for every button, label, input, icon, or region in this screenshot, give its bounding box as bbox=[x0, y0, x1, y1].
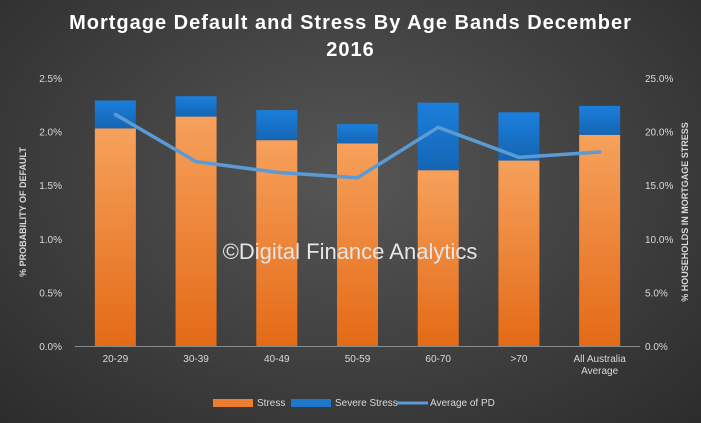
y-left-tick-label: 0.0% bbox=[39, 342, 62, 353]
y-left-axis-title: % PROBABILITY OF DEFAULT bbox=[18, 147, 28, 277]
line-layer bbox=[113, 112, 602, 180]
chart-title: Mortgage Default and Stress By Age Bands… bbox=[0, 10, 701, 64]
pd-point bbox=[113, 112, 117, 117]
legend-label-stress: Stress bbox=[257, 398, 285, 409]
x-tick-label: 60-70 bbox=[425, 354, 451, 365]
legend-swatch-severe-stress bbox=[291, 399, 331, 407]
x-tick-label-line: 40-49 bbox=[264, 354, 290, 365]
y-right-tick-label: 15.0% bbox=[645, 181, 673, 192]
pd-point bbox=[194, 160, 198, 164]
x-tick-label-line: 50-59 bbox=[345, 354, 371, 365]
bar-stress bbox=[175, 116, 217, 346]
pd-point bbox=[598, 150, 602, 154]
y-right-axis-title: % HOUSEHOLDS IN MORTGAGE STRESS bbox=[680, 122, 690, 302]
bars-layer bbox=[94, 96, 621, 346]
pd-point bbox=[275, 170, 279, 174]
x-tick-label: 20-29 bbox=[103, 354, 129, 365]
bar-stress bbox=[94, 128, 136, 346]
y-right-tick-label: 5.0% bbox=[645, 288, 668, 299]
y-left-tick-label: 2.5% bbox=[39, 74, 62, 85]
chart-title-line2: 2016 bbox=[326, 39, 375, 61]
bar-severe-stress bbox=[579, 105, 621, 135]
bar-stress bbox=[417, 170, 459, 346]
x-tick-label: 40-49 bbox=[264, 354, 290, 365]
bar-severe-stress bbox=[256, 110, 298, 141]
bar-severe-stress bbox=[175, 96, 217, 117]
pd-point bbox=[517, 155, 521, 159]
x-tick-label-line: 20-29 bbox=[103, 354, 129, 365]
watermark: ©Digital Finance Analytics bbox=[223, 239, 478, 264]
y-right-tick-label: 20.0% bbox=[645, 128, 673, 139]
pd-point bbox=[436, 125, 440, 129]
legend-label-pd: Average of PD bbox=[430, 398, 495, 409]
bar-stress bbox=[498, 160, 540, 346]
x-tick-label-line: All Australia bbox=[574, 354, 627, 365]
chart-title-line1: Mortgage Default and Stress By Age Bands… bbox=[69, 12, 632, 34]
x-tick-label: All Australia Average bbox=[574, 354, 627, 377]
x-tick-label: >70 bbox=[510, 354, 527, 365]
legend-swatch-stress bbox=[213, 399, 253, 407]
x-tick-label-line: Average bbox=[581, 366, 619, 377]
y-left-tick-label: 1.5% bbox=[39, 181, 62, 192]
bar-severe-stress bbox=[337, 124, 378, 144]
y-left-tick-label: 2.0% bbox=[39, 128, 62, 139]
labels-layer: 0.0% 0.5% 1.0% 1.5% 2.0% 2.5% 0.0% 5.0% 10.0% 15.… bbox=[18, 74, 690, 377]
bar-stress bbox=[579, 134, 621, 346]
y-left-tick-label: 1.0% bbox=[39, 235, 62, 246]
y-left-tick-label: 0.5% bbox=[39, 288, 62, 299]
pd-point bbox=[355, 176, 360, 180]
x-tick-label-line: >70 bbox=[510, 354, 527, 365]
x-tick-label: 30-39 bbox=[183, 354, 209, 365]
y-right-tick-label: 10.0% bbox=[645, 235, 673, 246]
x-tick-label: 50-59 bbox=[345, 354, 371, 365]
legend: Stress Severe Stress Average of PD bbox=[213, 398, 495, 409]
legend-label-severe-stress: Severe Stress bbox=[335, 398, 398, 409]
x-tick-label-line: 60-70 bbox=[425, 354, 451, 365]
x-tick-label-line: 30-39 bbox=[183, 354, 209, 365]
y-right-tick-label: 0.0% bbox=[645, 342, 668, 353]
y-right-tick-label: 25.0% bbox=[645, 74, 673, 85]
